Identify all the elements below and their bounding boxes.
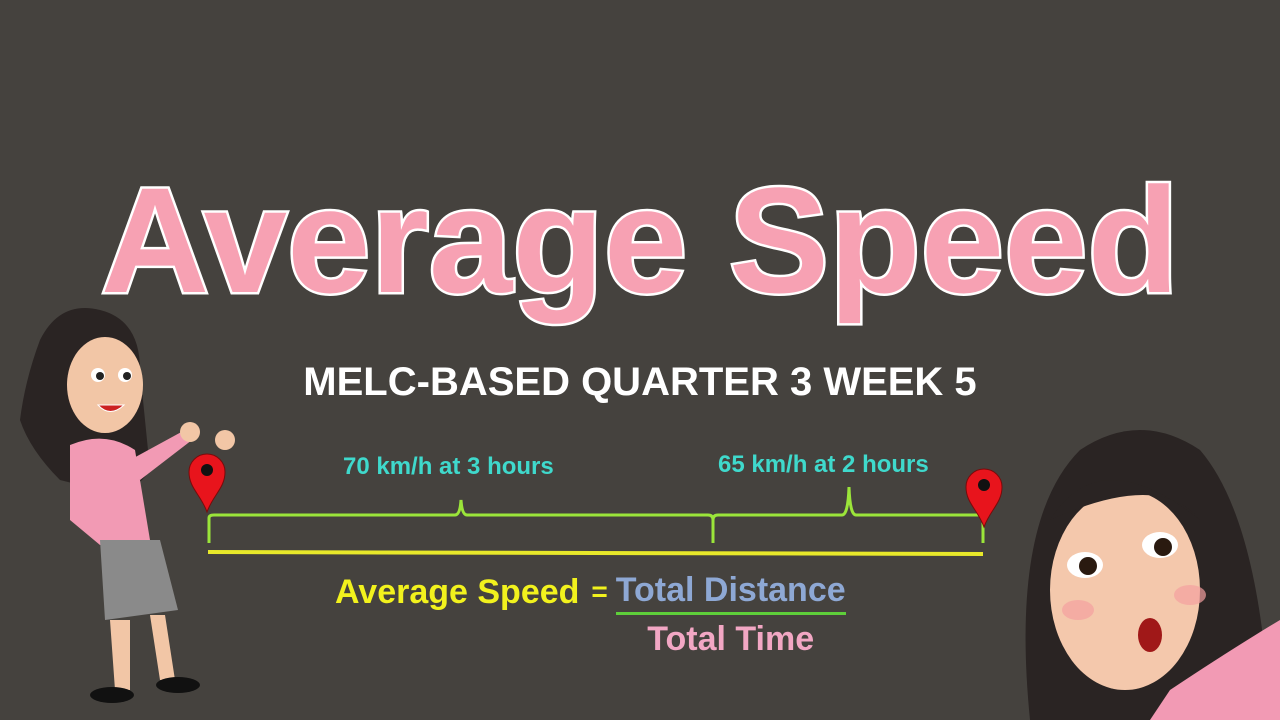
fraction: Total Distance Total Time — [615, 570, 846, 659]
subtitle: MELC-BASED QUARTER 3 WEEK 5 — [303, 360, 977, 404]
segment-label-2: 65 km/h at 2 hours — [718, 451, 929, 478]
end-pin-icon — [965, 468, 1003, 529]
formula: Average Speed = Total Distance Total Tim… — [335, 570, 846, 659]
formula-numerator: Total Distance — [615, 570, 846, 615]
teacher-avatar-right — [1025, 430, 1280, 720]
brace-left — [207, 499, 715, 543]
formula-lhs: Average Speed — [335, 573, 580, 611]
teacher-avatar-left — [20, 308, 235, 703]
start-pin-icon — [188, 453, 226, 514]
brace-right — [711, 486, 985, 543]
road-line — [207, 550, 984, 556]
page-title: Average Speed — [98, 154, 1181, 327]
segment-label-1: 70 km/h at 3 hours — [343, 453, 554, 480]
formula-denominator: Total Time — [647, 620, 815, 658]
formula-equals: = — [591, 576, 608, 607]
